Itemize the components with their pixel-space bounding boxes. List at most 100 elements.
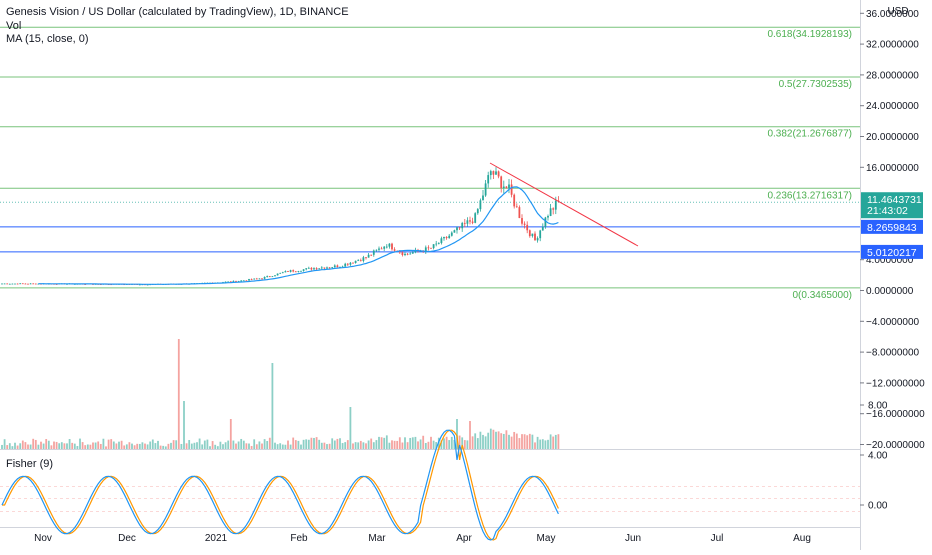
candle[interactable] (268, 276, 271, 277)
level-price-badge[interactable] (861, 219, 923, 234)
candle[interactable] (287, 271, 289, 272)
candle[interactable] (313, 268, 315, 270)
candle[interactable] (385, 246, 388, 248)
ma-legend[interactable]: MA (15, close, 0) (6, 33, 89, 45)
candle[interactable] (411, 252, 414, 254)
candle[interactable] (84, 284, 87, 285)
candle[interactable] (528, 230, 531, 237)
candle[interactable] (255, 278, 258, 280)
candle[interactable] (479, 200, 482, 210)
candle[interactable] (391, 243, 393, 250)
candle[interactable] (435, 243, 438, 245)
candle[interactable] (469, 220, 471, 222)
candle[interactable] (326, 267, 328, 269)
candle[interactable] (547, 215, 549, 218)
candle[interactable] (534, 233, 536, 241)
fisher-line[interactable] (1, 429, 559, 541)
candle[interactable] (367, 254, 370, 258)
candle[interactable] (445, 236, 448, 239)
candle[interactable] (510, 184, 513, 195)
candle[interactable] (279, 272, 282, 274)
candle[interactable] (554, 200, 557, 210)
candle[interactable] (544, 217, 547, 227)
candle[interactable] (406, 253, 409, 255)
candle[interactable] (240, 280, 243, 282)
candle[interactable] (138, 284, 141, 286)
candle[interactable] (229, 281, 232, 283)
candle[interactable] (476, 209, 479, 214)
candle[interactable] (19, 283, 22, 285)
candle[interactable] (487, 175, 490, 184)
candle[interactable] (354, 260, 357, 263)
candle[interactable] (440, 238, 443, 244)
candle[interactable] (500, 176, 503, 188)
candle[interactable] (224, 281, 227, 283)
candle[interactable] (248, 279, 250, 281)
candle[interactable] (370, 254, 373, 256)
candle[interactable] (315, 268, 318, 270)
candle[interactable] (489, 171, 492, 176)
candle[interactable] (380, 248, 383, 250)
candle[interactable] (401, 252, 404, 256)
current-price-badge[interactable] (861, 192, 923, 219)
candle[interactable] (453, 230, 456, 233)
candle[interactable] (29, 283, 32, 285)
candle[interactable] (3, 283, 6, 285)
candle[interactable] (495, 171, 497, 175)
candle[interactable] (513, 194, 516, 207)
candle[interactable] (456, 227, 458, 231)
candle[interactable] (375, 249, 378, 251)
candle[interactable] (1, 283, 3, 285)
candle[interactable] (305, 268, 308, 270)
candle[interactable] (461, 222, 464, 229)
candle[interactable] (34, 283, 37, 285)
candle[interactable] (284, 271, 287, 273)
candle[interactable] (320, 267, 323, 269)
candle[interactable] (430, 247, 432, 249)
candle[interactable] (393, 249, 396, 251)
candle[interactable] (266, 276, 269, 278)
candle[interactable] (328, 267, 331, 269)
candle[interactable] (365, 257, 367, 259)
candle[interactable] (300, 270, 302, 272)
volume-legend[interactable]: Vol (6, 19, 22, 32)
candle[interactable] (297, 271, 300, 272)
candle[interactable] (27, 283, 29, 285)
candle[interactable] (271, 276, 274, 278)
candle[interactable] (333, 265, 336, 268)
candle[interactable] (55, 284, 58, 285)
candle[interactable] (518, 207, 521, 219)
candle[interactable] (250, 279, 253, 280)
candle[interactable] (539, 230, 542, 239)
candle[interactable] (357, 260, 360, 262)
candle[interactable] (552, 208, 555, 210)
candle[interactable] (307, 267, 310, 269)
candle[interactable] (294, 271, 297, 273)
candle[interactable] (409, 253, 412, 255)
candle[interactable] (227, 281, 230, 283)
candle[interactable] (437, 243, 440, 244)
candle[interactable] (336, 265, 339, 268)
candle[interactable] (261, 278, 263, 280)
candle[interactable] (341, 266, 344, 268)
candle[interactable] (146, 284, 149, 286)
trend-line[interactable] (489, 162, 639, 247)
candle[interactable] (362, 257, 365, 261)
candle[interactable] (427, 247, 430, 249)
candle[interactable] (521, 218, 523, 224)
level-price-badge[interactable] (861, 244, 923, 259)
candle[interactable] (492, 171, 495, 175)
candle[interactable] (318, 268, 321, 270)
candle[interactable] (310, 267, 313, 270)
candle[interactable] (6, 283, 9, 285)
candle[interactable] (463, 222, 466, 224)
candle[interactable] (344, 263, 347, 267)
candle[interactable] (32, 283, 35, 285)
candle[interactable] (471, 221, 474, 223)
symbol-title[interactable]: Genesis Vision / US Dollar (calculated b… (6, 6, 349, 18)
candle[interactable] (276, 273, 279, 276)
candle[interactable] (323, 267, 326, 269)
candle[interactable] (505, 186, 508, 189)
candle[interactable] (474, 213, 477, 223)
